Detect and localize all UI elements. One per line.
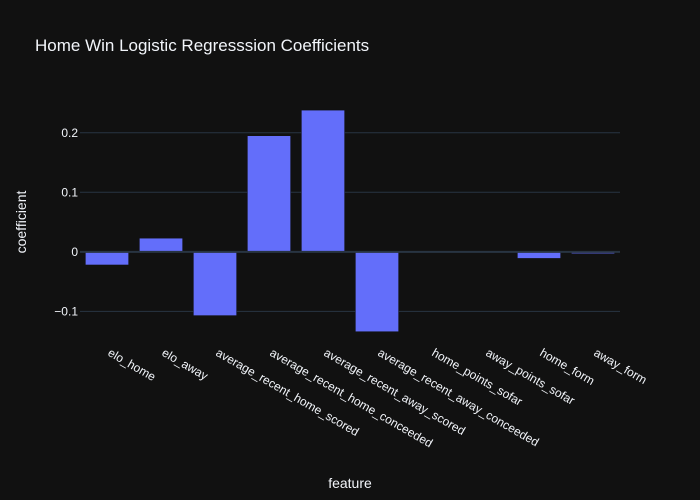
y-tick-label: 0.1 <box>61 185 78 199</box>
bars <box>85 109 615 332</box>
gridlines <box>80 132 620 312</box>
y-axis-ticks: −0.1 0 0.1 0.2 <box>54 126 78 319</box>
bar-average-recent-home-conceeded <box>247 135 291 253</box>
y-tick-label: 0.2 <box>61 126 78 140</box>
y-tick-label: −0.1 <box>54 304 78 318</box>
y-axis-title: coefficient <box>13 190 29 253</box>
y-tick-label: 0 <box>71 245 78 259</box>
x-axis-title: feature <box>328 475 372 491</box>
bar-average-recent-home-scored <box>193 251 237 316</box>
bar-elo-home <box>85 251 129 266</box>
bar-average-recent-away-conceeded <box>355 251 399 332</box>
chart-title: Home Win Logistic Regresssion Coefficien… <box>35 36 369 55</box>
bar-elo-away <box>139 237 183 253</box>
bar-average-recent-away-scored <box>301 109 345 253</box>
